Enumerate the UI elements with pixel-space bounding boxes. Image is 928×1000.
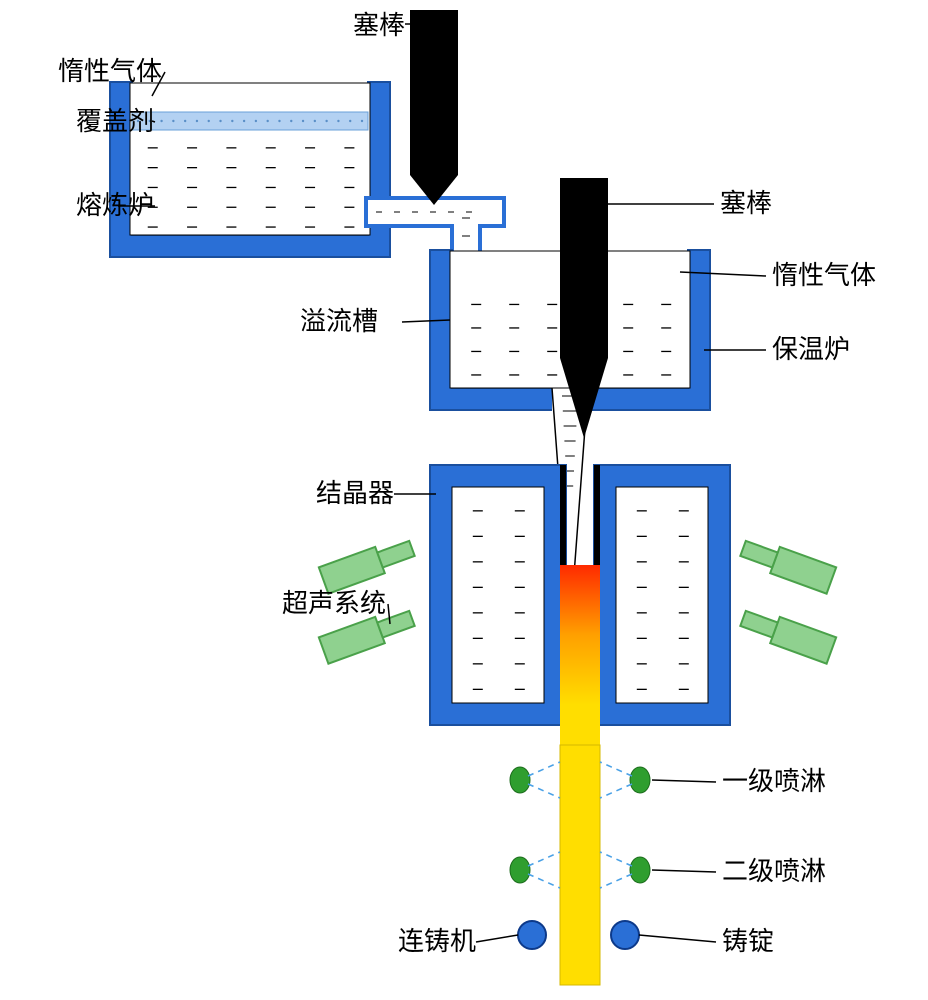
stopper-rod-2 [560, 178, 608, 358]
melting-furnace-label: 熔炼炉 [76, 190, 154, 220]
secondary-spray-spray [528, 852, 560, 866]
leader-line [639, 935, 716, 942]
ccm-label: 连铸机 [398, 926, 476, 956]
cover-agent-label: 覆盖剂 [76, 106, 154, 136]
diagram-canvas: 塞棒惰性气体覆盖剂熔炼炉溢流槽结晶器超声系统连铸机塞棒惰性气体保温炉一级喷淋二级… [0, 0, 928, 1000]
mold-coolant-left [452, 487, 544, 703]
secondary-spray-spray [600, 874, 632, 888]
inert-gas-right-label: 惰性气体 [772, 260, 876, 290]
ingot-hot [560, 565, 600, 765]
secondary-spray-nozzle [510, 857, 530, 883]
secondary-spray-spray [600, 852, 632, 866]
leader-line [152, 121, 155, 122]
leader-line [652, 870, 716, 872]
stopper2-label: 塞棒 [720, 188, 772, 218]
primary-spray-spray [600, 784, 632, 798]
ultrasonic-label: 超声系统 [282, 588, 386, 618]
leader-line [476, 935, 518, 942]
ultrasonic-transducer [740, 541, 836, 594]
ultrasonic-transducer [319, 611, 415, 664]
primary-spray-nozzle [630, 767, 650, 793]
caster-roll [518, 921, 546, 949]
ultrasonic-transducer [740, 611, 836, 664]
caster-roll [611, 921, 639, 949]
primary-spray-label: 一级喷淋 [722, 766, 826, 796]
overflow-trough-label: 溢流槽 [300, 306, 378, 336]
holding-furnace-label: 保温炉 [772, 334, 850, 364]
ingot-label: 铸锭 [722, 926, 774, 956]
cover-agent-layer [132, 112, 368, 130]
ultrasonic-transducer [319, 541, 415, 594]
melting-furnace-cavity [130, 83, 370, 235]
mold-label: 结晶器 [316, 478, 394, 508]
primary-spray-nozzle [510, 767, 530, 793]
primary-spray-spray [600, 762, 632, 776]
mold-coolant-right [616, 487, 708, 703]
stopper-rod-1 [410, 10, 458, 175]
primary-spray-spray [528, 784, 560, 798]
secondary-spray-spray [528, 874, 560, 888]
secondary-spray-label: 二级喷淋 [722, 856, 826, 886]
leader-line [652, 780, 716, 782]
secondary-spray-nozzle [630, 857, 650, 883]
inert-gas-left-label: 惰性气体 [58, 56, 162, 86]
primary-spray-spray [528, 762, 560, 776]
ingot [560, 745, 600, 985]
stopper1-label: 塞棒 [353, 10, 405, 40]
